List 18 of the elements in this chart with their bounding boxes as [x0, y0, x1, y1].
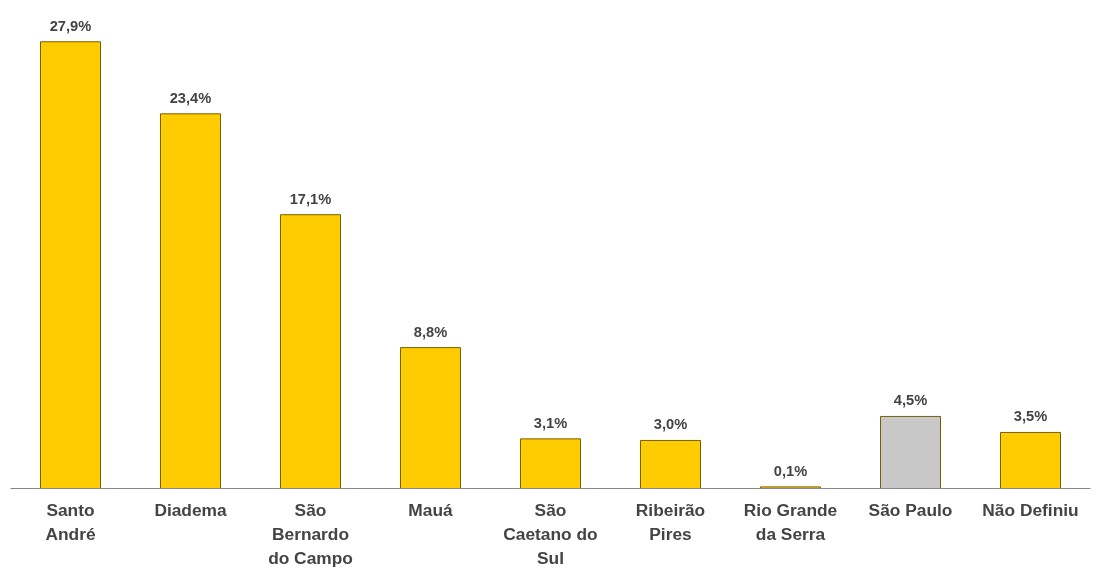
data-label: 3,1% [533, 414, 568, 431]
data-label: 27,9% [49, 17, 92, 34]
x-tick-label: Não Definiu [982, 499, 1079, 520]
x-tick-label: São Bernardo do Campo [268, 499, 353, 568]
x-tick-label: Rio Grande da Serra [743, 499, 838, 544]
data-label: 3,5% [1013, 408, 1048, 425]
x-tick-label: Mauá [408, 499, 454, 520]
data-label: 4,5% [893, 392, 928, 409]
x-tick-label: Ribeirão Pires [635, 499, 706, 544]
x-tick-label: Santo André [45, 499, 96, 544]
x-tick-label: Diadema [154, 499, 227, 520]
x-tick-label: São Paulo [868, 499, 953, 520]
data-label: 17,1% [289, 190, 332, 207]
data-label: 0,1% [773, 462, 808, 479]
data-label: 8,8% [413, 323, 448, 340]
x-tick-label: São Caetano do Sul [503, 499, 598, 568]
data-label: 23,4% [169, 89, 212, 106]
data-label: 3,0% [653, 416, 688, 433]
